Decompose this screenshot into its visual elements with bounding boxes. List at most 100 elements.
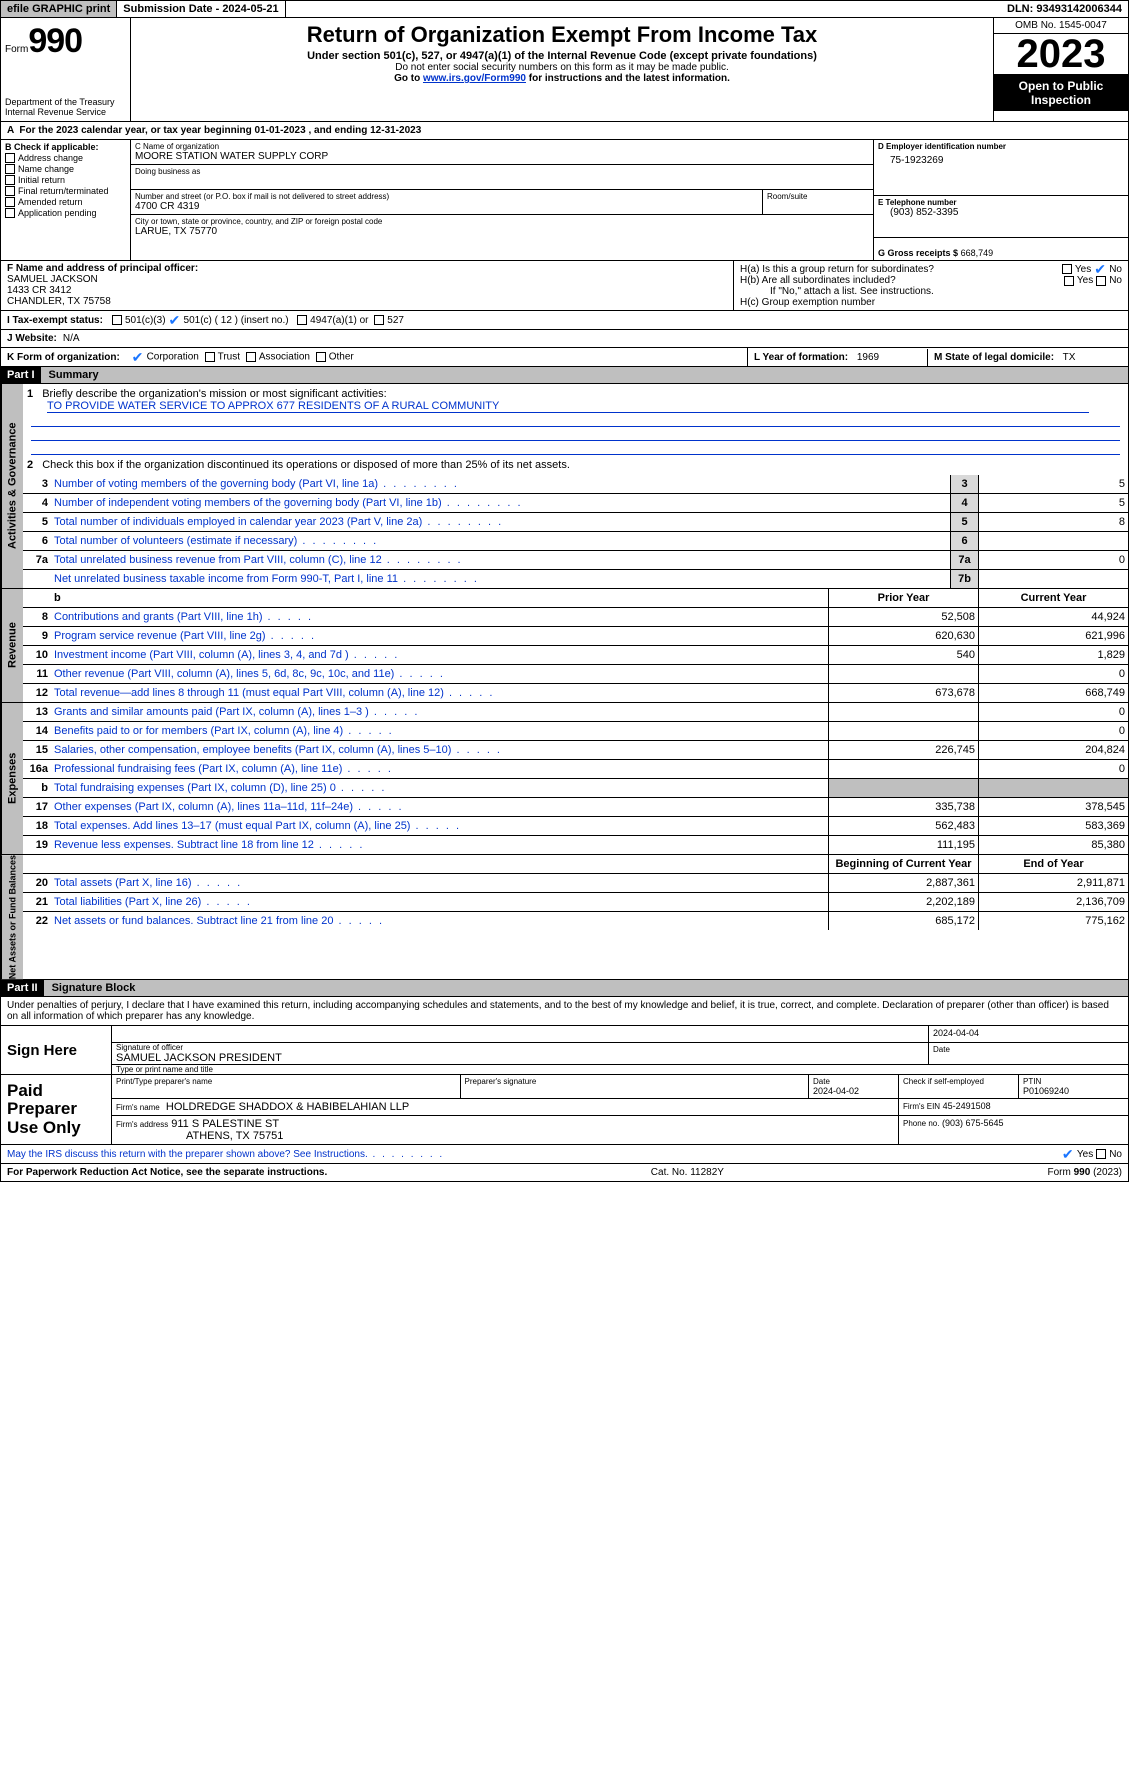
prior-value: 226,745 <box>828 741 978 759</box>
pra-notice: For Paperwork Reduction Act Notice, see … <box>7 1167 327 1178</box>
current-value: 2,136,709 <box>978 893 1128 911</box>
cb-discuss-yes-checked[interactable]: ✔ <box>1062 1148 1074 1160</box>
cb-4947[interactable] <box>297 315 307 325</box>
cb-ha-no-checked[interactable]: ✔ <box>1094 263 1106 275</box>
prior-value <box>828 779 978 797</box>
officer-addr2: CHANDLER, TX 75758 <box>7 296 727 307</box>
cb-amended[interactable]: Amended return <box>5 197 126 207</box>
cb-discuss-no[interactable] <box>1096 1149 1106 1159</box>
line-klm: K Form of organization: ✔Corporation Tru… <box>0 348 1129 367</box>
paid-preparer-block: Paid Preparer Use Only Print/Type prepar… <box>0 1075 1129 1145</box>
cb-hb-no[interactable] <box>1096 276 1106 286</box>
firm-phone: (903) 675-5645 <box>942 1118 1004 1128</box>
cb-527[interactable] <box>374 315 384 325</box>
line-desc: Total fundraising expenses (Part IX, col… <box>51 779 828 797</box>
summary-line: 22 Net assets or fund balances. Subtract… <box>23 912 1128 930</box>
mission: TO PROVIDE WATER SERVICE TO APPROX 677 R… <box>47 400 1089 413</box>
open-to-public: Open to Public Inspection <box>994 75 1128 111</box>
state-domicile: TX <box>1063 352 1076 363</box>
label: C Name of organization <box>135 142 869 151</box>
prior-value: 111,195 <box>828 836 978 854</box>
501c3-label: 501(c)(3) <box>125 315 166 326</box>
cb-assoc[interactable] <box>246 352 256 362</box>
cb-501c3[interactable] <box>112 315 122 325</box>
line-2: 2 Check this box if the organization dis… <box>23 455 1128 475</box>
yes-label: Yes <box>1077 1149 1093 1160</box>
line-value <box>978 532 1128 550</box>
line-j: J Website: N/A <box>0 330 1129 348</box>
side-tab-governance: Activities & Governance <box>1 384 23 588</box>
line-box: 7b <box>950 570 978 588</box>
col-header-row: b Prior Year Current Year <box>23 589 1128 608</box>
part1-label: Part I <box>1 367 41 383</box>
other-label: Other <box>329 352 354 363</box>
cb-hb-yes[interactable] <box>1064 276 1074 286</box>
prior-value <box>828 665 978 683</box>
summary-line: Net unrelated business taxable income fr… <box>23 570 1128 588</box>
ein: 75-1923269 <box>878 151 1124 166</box>
prior-value <box>828 703 978 721</box>
summary-line: 14 Benefits paid to or for members (Part… <box>23 722 1128 741</box>
col-d: D Employer identification number 75-1923… <box>873 140 1128 260</box>
prior-value: 2,887,361 <box>828 874 978 892</box>
line-desc: Professional fundraising fees (Part IX, … <box>51 760 828 778</box>
current-value: 1,829 <box>978 646 1128 664</box>
line-num: b <box>23 779 51 797</box>
cb-address-change[interactable]: Address change <box>5 153 126 163</box>
cb-501c12-checked[interactable]: ✔ <box>169 314 181 326</box>
cb-ha-yes[interactable] <box>1062 264 1072 274</box>
summary-line: 5 Total number of individuals employed i… <box>23 513 1128 532</box>
label: I Tax-exempt status: <box>7 315 103 326</box>
box-b-header: B Check if applicable: <box>5 142 126 152</box>
ptin-value: P01069240 <box>1023 1086 1124 1096</box>
end-year-header: End of Year <box>978 855 1128 873</box>
cb-label: Amended return <box>18 197 83 207</box>
h-a-label: H(a) Is this a group return for subordin… <box>740 264 1059 275</box>
no-label: No <box>1109 264 1122 275</box>
prior-value: 335,738 <box>828 798 978 816</box>
line-value: 8 <box>978 513 1128 531</box>
efile-print-button[interactable]: efile GRAPHIC print <box>1 1 117 17</box>
cb-name-change[interactable]: Name change <box>5 164 126 174</box>
line-num <box>23 570 51 588</box>
prior-value: 562,483 <box>828 817 978 835</box>
current-value: 583,369 <box>978 817 1128 835</box>
prior-value: 673,678 <box>828 684 978 702</box>
no-label: No <box>1109 1149 1122 1160</box>
line-desc: Program service revenue (Part VIII, line… <box>51 627 828 645</box>
form-word: Form <box>5 44 28 55</box>
summary-line: 16a Professional fundraising fees (Part … <box>23 760 1128 779</box>
current-value: 668,749 <box>978 684 1128 702</box>
label: E Telephone number <box>878 198 1124 207</box>
cell-street: Number and street (or P.O. box if mail i… <box>131 190 763 215</box>
assoc-label: Association <box>259 352 310 363</box>
firm-addr1: 911 S PALESTINE ST <box>171 1118 279 1130</box>
line-desc: Contributions and grants (Part VIII, lin… <box>51 608 828 626</box>
line-num: 6 <box>23 532 51 550</box>
cb-app-pending[interactable]: Application pending <box>5 208 126 218</box>
summary-line: 18 Total expenses. Add lines 13–17 (must… <box>23 817 1128 836</box>
cb-trust[interactable] <box>205 352 215 362</box>
summary-line: 8 Contributions and grants (Part VIII, l… <box>23 608 1128 627</box>
cb-final-return[interactable]: Final return/terminated <box>5 186 126 196</box>
cb-corp-checked[interactable]: ✔ <box>132 351 144 363</box>
line-1: 1 Briefly describe the organization's mi… <box>23 384 1128 455</box>
prior-value <box>828 722 978 740</box>
summary-line: 9 Program service revenue (Part VIII, li… <box>23 627 1128 646</box>
street: 4700 CR 4319 <box>135 201 758 212</box>
label: J Website: <box>7 333 57 344</box>
firm-ein: 45-2491508 <box>943 1101 991 1111</box>
cell-room: Room/suite <box>763 190 873 215</box>
self-employed-label: Check if self-employed <box>898 1075 1018 1098</box>
cb-other[interactable] <box>316 352 326 362</box>
cb-label: Application pending <box>18 208 97 218</box>
line-num: 9 <box>23 627 51 645</box>
trust-label: Trust <box>218 352 240 363</box>
current-value: 44,924 <box>978 608 1128 626</box>
cell-city: City or town, state or province, country… <box>131 215 873 239</box>
cb-initial-return[interactable]: Initial return <box>5 175 126 185</box>
irs-link[interactable]: www.irs.gov/Form990 <box>423 73 526 84</box>
line-a: A For the 2023 calendar year, or tax yea… <box>0 122 1129 140</box>
line-desc: Salaries, other compensation, employee b… <box>51 741 828 759</box>
summary-line: 7a Total unrelated business revenue from… <box>23 551 1128 570</box>
